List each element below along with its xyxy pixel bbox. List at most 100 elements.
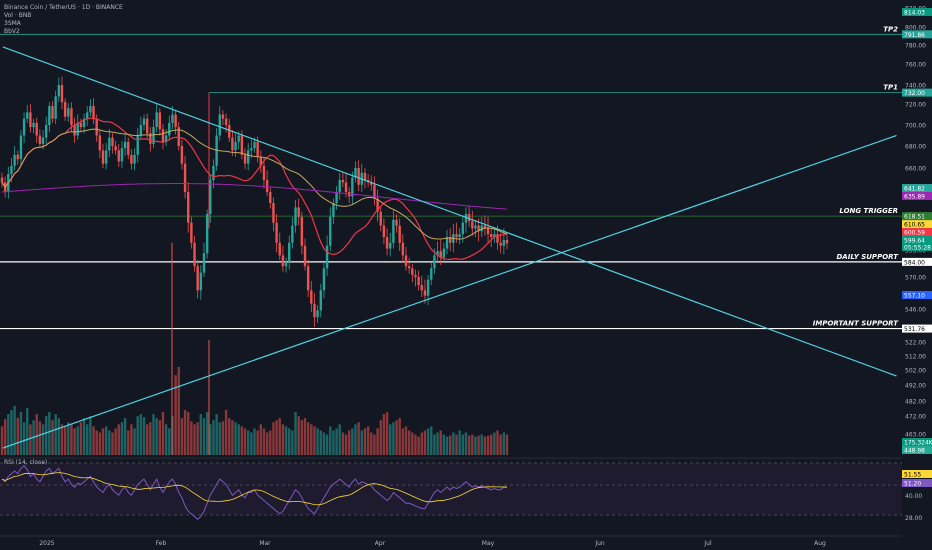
candle-body	[44, 125, 48, 138]
candle-body	[395, 219, 398, 226]
volume-bar	[306, 422, 310, 455]
candle-body	[442, 248, 446, 258]
candle-body	[117, 150, 120, 162]
candle-body	[490, 234, 493, 238]
candle-body	[57, 85, 61, 97]
volume-bar	[130, 424, 133, 455]
candle-body	[10, 165, 13, 174]
candle-body	[231, 137, 234, 151]
level-name-long-trigger: LONG TRIGGER	[839, 207, 898, 215]
candle-body	[310, 290, 313, 304]
volume-bar	[325, 434, 329, 455]
candle-body	[392, 219, 395, 243]
candle-body	[407, 266, 411, 269]
sma-label: 3SMA	[4, 20, 21, 27]
candle-body	[196, 266, 199, 291]
candle-body	[19, 135, 23, 160]
volume-bar	[243, 428, 247, 455]
price-tick-label: 472.00	[905, 414, 926, 421]
candle-body	[303, 245, 307, 267]
price-tag	[902, 228, 932, 236]
candle-body	[423, 290, 427, 296]
volume-bar	[161, 412, 165, 455]
candle-body	[171, 114, 174, 123]
time-tick-label: Mar	[259, 540, 271, 547]
candle-body	[82, 118, 86, 128]
price-tag	[902, 184, 932, 192]
volume-bar	[313, 426, 316, 455]
volume-bar	[436, 432, 439, 455]
volume-bar	[297, 416, 300, 455]
volume-bar	[218, 422, 221, 455]
candle-body	[145, 118, 149, 134]
candle-body	[215, 135, 218, 166]
volume-bar	[114, 428, 117, 455]
volume-bar	[145, 424, 149, 455]
candle-body	[486, 228, 490, 235]
price-tick-label: 660.00	[905, 166, 926, 173]
bb-label: BbV2	[4, 28, 20, 35]
volume-bar	[41, 424, 45, 455]
candle-body	[177, 127, 180, 146]
price-tag-label: 600.59	[904, 230, 925, 237]
candle-body	[436, 251, 439, 256]
candle-body	[288, 242, 291, 262]
volume-bar	[35, 414, 38, 455]
chart-legend: Binance Coin / TetherUS · 1D · BINANCE V…	[4, 4, 123, 36]
volume-bar	[269, 430, 272, 455]
candle-body	[420, 285, 423, 291]
price-tag-label: 641.82	[904, 186, 925, 193]
candle-body	[158, 112, 162, 130]
candle-body	[108, 137, 111, 151]
candle-body	[54, 96, 57, 119]
candle-body	[363, 172, 367, 180]
volume-bar	[205, 412, 209, 455]
volume-bar	[133, 428, 136, 455]
candle-body	[376, 198, 379, 212]
volume-bar	[73, 428, 76, 455]
candle-body	[496, 234, 499, 243]
candle-body	[477, 225, 480, 232]
price-tick-label: 546.00	[905, 307, 926, 314]
level-tag-label: 732.00	[904, 90, 925, 97]
candle-body	[474, 225, 477, 229]
price-tag	[902, 438, 932, 446]
candle-body	[183, 163, 187, 192]
level-name-tp1: TP1	[883, 84, 898, 92]
candle-body	[250, 148, 253, 151]
candle-body	[291, 225, 294, 243]
volume-bar	[139, 414, 143, 455]
candle-body	[73, 125, 76, 136]
candle-body	[187, 192, 190, 223]
volume-bar	[108, 430, 111, 455]
ma-20-line	[1, 117, 508, 261]
volume-bar	[54, 414, 57, 455]
candle-body	[123, 141, 127, 149]
volume-bar	[221, 421, 225, 455]
candle-body	[79, 122, 83, 128]
candle-body	[351, 177, 354, 197]
rsi-tag-label: 51.55	[904, 472, 921, 479]
candle-body	[89, 106, 92, 113]
volume-bar	[426, 428, 430, 455]
time-tick-label: Aug	[814, 540, 826, 547]
candle-body	[316, 310, 319, 318]
candle-body	[294, 207, 297, 226]
volume-bar	[63, 426, 67, 455]
candle-body	[51, 106, 54, 119]
price-tag	[902, 291, 932, 299]
candle-body	[60, 85, 64, 103]
volume-bar	[86, 424, 89, 455]
volume-bar	[259, 424, 263, 455]
candle-body	[95, 118, 98, 136]
rsi-title: RSI (14, close)	[4, 459, 48, 466]
candle-body	[265, 180, 269, 192]
candle-body	[120, 148, 124, 162]
volume-bar	[341, 432, 345, 455]
price-tag	[902, 446, 932, 454]
candle-body	[180, 146, 184, 164]
candle-body	[13, 154, 16, 166]
candle-body	[322, 268, 326, 291]
volume-bar	[464, 432, 468, 455]
